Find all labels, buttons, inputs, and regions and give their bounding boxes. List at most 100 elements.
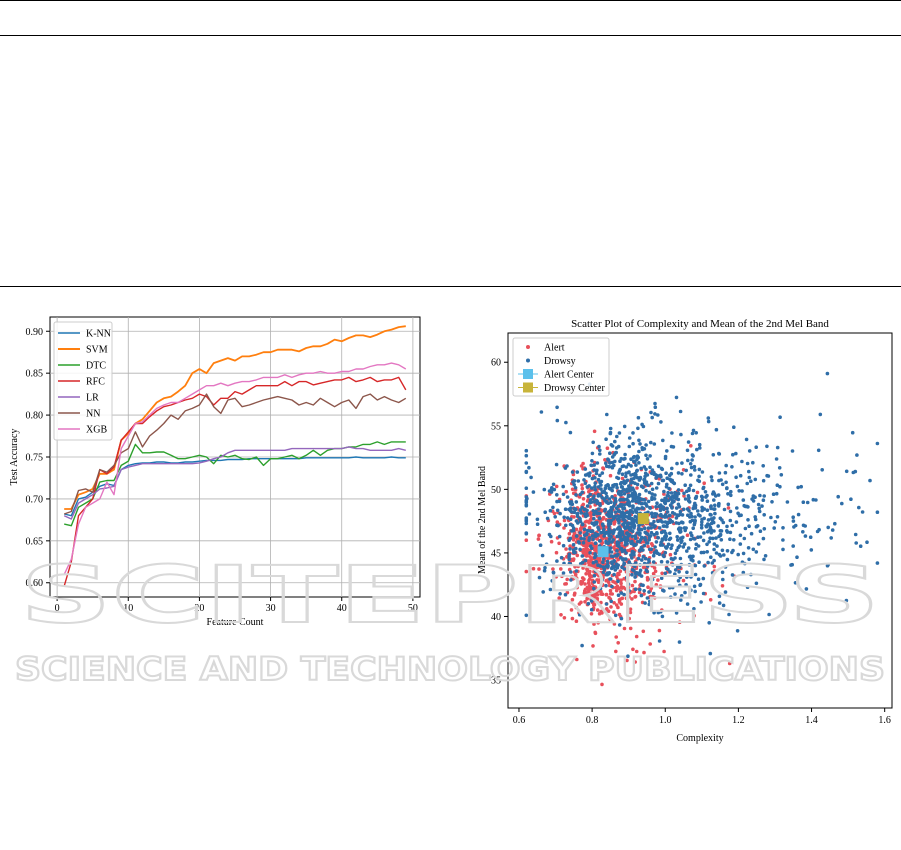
scatter-point-drowsy: [669, 471, 674, 476]
scatter-point-drowsy: [561, 571, 566, 575]
scatter-point-drowsy: [754, 445, 758, 450]
scatter-point-drowsy: [741, 498, 746, 502]
scatter-point-drowsy: [745, 461, 750, 466]
scatter-point-drowsy: [712, 507, 717, 511]
scatter-point-drowsy: [629, 457, 633, 462]
scatter-point-alert: [642, 592, 646, 596]
scatter-point-drowsy: [677, 565, 682, 570]
scatter-point-drowsy: [643, 526, 647, 530]
scatter-point-drowsy: [711, 536, 715, 541]
scatter-point-drowsy: [592, 573, 597, 578]
scatter-point-drowsy: [641, 485, 645, 490]
scatter-point-drowsy: [642, 561, 647, 566]
scatter-point-drowsy: [612, 528, 617, 532]
legend-label-svm: SVM: [86, 345, 108, 356]
scatter-point-drowsy: [569, 570, 573, 574]
scatter-point-alert: [581, 550, 585, 555]
scatter-point-drowsy: [666, 494, 671, 498]
scatter-point-drowsy: [591, 560, 596, 565]
scatter-point-drowsy: [663, 456, 668, 461]
scatter-point-drowsy: [668, 531, 672, 536]
scatter-point-drowsy: [607, 464, 611, 469]
scatter-point-drowsy: [649, 410, 653, 415]
scatter-point-drowsy: [728, 537, 732, 541]
scatter-point-drowsy: [681, 507, 686, 512]
scatter-point-drowsy: [655, 501, 659, 506]
scatter-point-drowsy: [605, 412, 609, 417]
scatter-point-alert: [568, 544, 572, 548]
scatter-point-drowsy: [653, 493, 657, 497]
scatter-point-drowsy: [799, 484, 803, 489]
scatter-point-drowsy: [622, 424, 627, 429]
scatter-point-drowsy: [751, 460, 755, 465]
scatter-point-drowsy: [638, 587, 642, 592]
scatter-point-drowsy: [562, 515, 566, 520]
scatter-point-drowsy: [717, 452, 722, 456]
scatter-point-drowsy: [636, 455, 640, 460]
scatter-chart: Scatter Plot of Complexity and Mean of t…: [477, 318, 893, 744]
scatter-point-drowsy: [597, 493, 602, 498]
scatter-point-drowsy: [633, 587, 638, 591]
scatter-point-drowsy: [781, 538, 785, 542]
scatter-point-drowsy: [709, 475, 714, 479]
scatter-point-drowsy: [592, 586, 596, 591]
scatter-point-drowsy: [667, 537, 672, 542]
scatter-point-drowsy: [649, 526, 653, 530]
scatter-point-alert: [606, 580, 611, 584]
chart1-ytick-label: 0.60: [26, 578, 44, 589]
scatter-point-alert: [646, 585, 650, 589]
scatter-point-drowsy: [664, 471, 668, 476]
scatter-point-drowsy: [708, 512, 712, 517]
scatter-point-drowsy: [582, 537, 586, 541]
scatter-point-drowsy: [744, 437, 749, 442]
scatter-point-drowsy: [680, 513, 685, 517]
scatter-point-drowsy: [627, 484, 631, 488]
scatter-point-drowsy: [597, 444, 601, 449]
scatter-point-drowsy: [747, 524, 751, 528]
scatter-point-drowsy: [653, 401, 657, 406]
chart1-legend: K-NN SVM DTC RFC LR NN XGB: [53, 321, 113, 441]
scatter-point-drowsy: [578, 547, 582, 552]
scatter-point-drowsy: [664, 534, 669, 539]
scatter-point-drowsy: [739, 513, 743, 517]
scatter-point-drowsy: [571, 548, 576, 552]
scatter-point-drowsy: [633, 493, 638, 497]
scatter-point-drowsy: [673, 572, 677, 576]
scatter-point-drowsy: [568, 547, 572, 551]
scatter-point-drowsy: [690, 458, 694, 462]
scatter-point-drowsy: [624, 557, 628, 561]
scatter-point-drowsy: [612, 559, 616, 563]
scatter-point-drowsy: [702, 550, 706, 555]
scatter-point-drowsy: [620, 512, 624, 516]
scatter-point-alert: [587, 561, 591, 565]
scatter-point-drowsy: [777, 466, 782, 470]
scatter-point-drowsy: [535, 522, 540, 526]
scatter-point-alert: [595, 596, 600, 601]
scatter-point-drowsy: [626, 493, 631, 498]
scatter-point-alert: [557, 541, 561, 546]
scatter-point-alert: [608, 473, 613, 478]
scatter-point-alert: [620, 586, 624, 590]
scatter-point-drowsy: [627, 560, 631, 564]
scatter-point-drowsy: [657, 639, 662, 643]
scatter-point-drowsy: [608, 508, 613, 513]
scatter-point-drowsy: [561, 484, 565, 489]
scatter-point-drowsy: [674, 521, 679, 525]
chart1-series: [63, 325, 407, 587]
scatter-point-drowsy: [609, 534, 613, 539]
scatter-point-drowsy: [687, 488, 691, 493]
scatter-point-drowsy: [611, 515, 616, 519]
scatter-point-drowsy: [593, 541, 598, 545]
scatter-point-drowsy: [596, 477, 601, 482]
scatter-point-drowsy: [659, 518, 663, 523]
scatter-point-drowsy: [551, 482, 556, 487]
scatter-point-drowsy: [736, 552, 740, 557]
scatter-point-drowsy: [814, 498, 818, 502]
scatter-point-drowsy: [596, 525, 600, 530]
scatter-point-drowsy: [640, 422, 644, 427]
scatter-point-alert: [624, 596, 629, 600]
scatter-point-drowsy: [633, 460, 637, 464]
scatter-point-alert: [580, 580, 585, 584]
scatter-point-drowsy: [562, 561, 566, 566]
scatter-point-drowsy: [685, 570, 689, 575]
